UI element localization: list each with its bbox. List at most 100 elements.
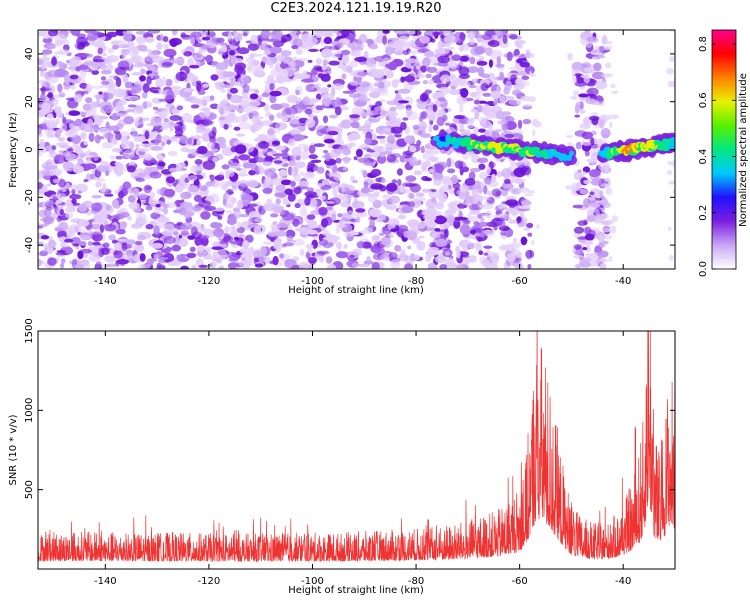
noise-blob <box>437 192 448 203</box>
noise-blob <box>110 155 115 160</box>
noise-blob <box>183 51 193 57</box>
noise-blob <box>237 47 250 55</box>
noise-blob <box>600 128 611 138</box>
noise-blob <box>513 48 520 57</box>
noise-blob <box>454 160 464 169</box>
noise-blob <box>571 182 583 192</box>
noise-blob <box>146 70 153 74</box>
noise-blob <box>415 192 425 197</box>
noise-blob <box>304 191 318 197</box>
noise-blob <box>135 31 147 35</box>
noise-blob <box>261 56 267 63</box>
noise-blob <box>599 101 605 107</box>
noise-blob <box>58 61 65 70</box>
noise-blob <box>211 262 218 267</box>
noise-blob <box>156 160 165 170</box>
noise-blob <box>150 212 161 220</box>
noise-blob <box>505 199 519 207</box>
noise-blob <box>456 249 461 259</box>
noise-blob <box>78 234 91 240</box>
noise-blob <box>505 261 515 267</box>
noise-blob <box>608 219 614 225</box>
noise-blob <box>478 117 487 124</box>
noise-blob <box>70 236 81 247</box>
noise-blob <box>171 244 182 252</box>
y-tick-label: 40 <box>24 48 35 61</box>
noise-blob <box>334 106 342 116</box>
noise-blob <box>488 59 493 68</box>
noise-blob <box>223 123 229 130</box>
noise-blob <box>156 42 163 51</box>
noise-blob <box>100 160 109 167</box>
noise-blob <box>79 64 89 70</box>
noise-blob <box>571 70 576 78</box>
noise-blob <box>328 60 340 66</box>
noise-blob <box>465 124 475 129</box>
noise-blob <box>464 178 476 186</box>
noise-blob <box>382 35 388 46</box>
noise-blob <box>173 231 179 236</box>
noise-blob <box>227 169 235 177</box>
noise-blob <box>121 73 128 81</box>
noise-blob <box>605 187 613 196</box>
noise-blob <box>340 30 353 34</box>
noise-blob <box>235 116 248 124</box>
noise-blob <box>409 222 414 229</box>
noise-blob <box>38 171 42 177</box>
noise-blob <box>161 44 170 48</box>
noise-blob <box>257 37 262 46</box>
noise-blob <box>420 65 427 73</box>
noise-blob <box>480 83 489 92</box>
noise-blob <box>145 224 154 230</box>
noise-blob <box>523 227 531 231</box>
noise-blob <box>383 127 392 133</box>
noise-blob <box>485 76 498 83</box>
noise-blob <box>190 164 199 174</box>
y-tick-label: 20 <box>24 95 35 108</box>
noise-blob <box>144 36 155 43</box>
signal-blob <box>432 136 441 142</box>
noise-blob <box>290 166 299 177</box>
noise-blob <box>372 69 385 79</box>
noise-blob <box>520 217 528 224</box>
noise-blob <box>228 50 236 56</box>
noise-blob <box>462 202 473 206</box>
noise-blob <box>70 184 79 190</box>
noise-blob <box>449 89 461 96</box>
noise-blob <box>242 32 248 37</box>
noise-blob <box>287 193 296 202</box>
spectrogram-heatmap <box>38 30 675 269</box>
noise-blob <box>115 228 126 235</box>
noise-blob <box>51 98 59 106</box>
noise-blob <box>453 115 466 119</box>
noise-blob <box>603 45 613 50</box>
noise-blob <box>198 200 212 208</box>
noise-blob <box>586 158 598 163</box>
noise-blob <box>93 94 105 99</box>
noise-blob <box>119 243 133 250</box>
noise-blob <box>113 75 120 81</box>
noise-blob <box>91 101 98 109</box>
noise-blob <box>436 116 445 127</box>
noise-blob <box>593 62 602 72</box>
noise-blob <box>155 203 161 208</box>
noise-blob <box>304 108 313 115</box>
noise-blob <box>80 131 87 140</box>
noise-blob <box>87 240 93 247</box>
noise-blob <box>529 70 533 76</box>
noise-blob <box>364 122 372 126</box>
noise-blob <box>356 71 369 77</box>
noise-blob <box>363 181 369 188</box>
noise-blob <box>351 30 356 35</box>
noise-blob <box>574 114 581 118</box>
noise-blob <box>88 255 101 262</box>
noise-blob <box>608 225 617 234</box>
noise-blob <box>151 242 163 249</box>
noise-blob <box>209 174 215 179</box>
noise-blob <box>101 141 114 149</box>
noise-blob <box>115 155 123 160</box>
noise-blob <box>111 147 123 153</box>
noise-blob <box>526 222 534 229</box>
noise-blob <box>433 232 441 239</box>
noise-blob <box>181 124 187 132</box>
